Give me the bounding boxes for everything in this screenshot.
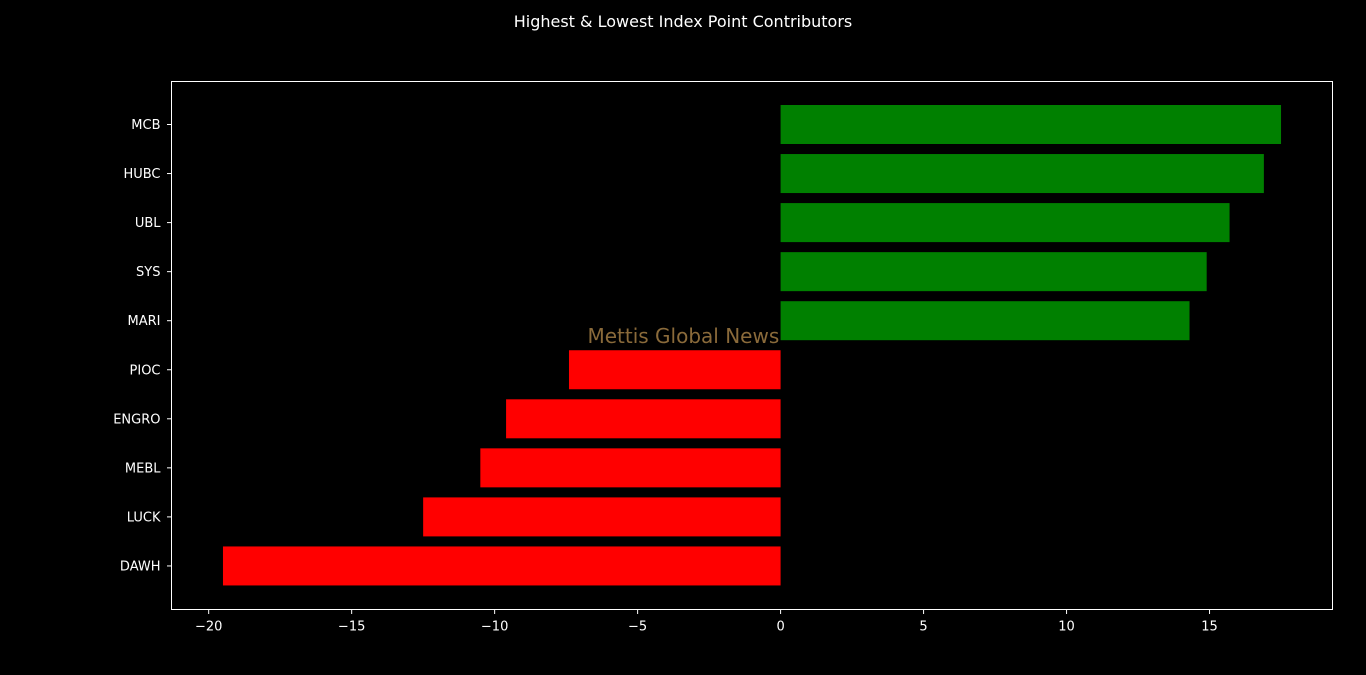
bar-engro bbox=[506, 399, 781, 439]
y-axis: MCB HUBC UBL SYS MARI PIOC ENGRO MEBL LUCK DAWH bbox=[113, 118, 172, 574]
bar-mebl bbox=[480, 448, 781, 488]
y-tick-label-sys: SYS bbox=[136, 265, 160, 280]
x-tick-label: 0 bbox=[776, 620, 784, 635]
x-axis: −20 −15 −10 −5 0 5 10 15 bbox=[195, 609, 1218, 635]
bar-mari bbox=[780, 301, 1190, 341]
y-tick-label-ubl: UBL bbox=[135, 216, 161, 231]
x-tick-label: 15 bbox=[1201, 620, 1218, 635]
bar-sys bbox=[780, 252, 1207, 292]
bar-ubl bbox=[780, 203, 1230, 243]
watermark-layer: Mettis Global News bbox=[587, 324, 779, 348]
x-tick-label: 10 bbox=[1058, 620, 1075, 635]
y-tick-label-luck: LUCK bbox=[127, 510, 161, 525]
x-tick-label: −15 bbox=[338, 620, 365, 635]
y-tick-label-dawh: DAWH bbox=[120, 559, 161, 574]
bar-hubc bbox=[780, 154, 1264, 194]
y-tick-label-pioc: PIOC bbox=[130, 363, 161, 378]
bar-pioc bbox=[568, 350, 781, 390]
plot-frame bbox=[171, 81, 1333, 610]
y-tick-label-mebl: MEBL bbox=[125, 461, 161, 476]
y-tick-label-mari: MARI bbox=[128, 314, 161, 329]
bar-mcb bbox=[780, 105, 1282, 144]
chart-title: Highest & Lowest Index Point Contributor… bbox=[514, 12, 853, 31]
watermark-annotation: Mettis Global News bbox=[587, 324, 779, 348]
y-tick-label-hubc: HUBC bbox=[123, 167, 160, 182]
x-tick-label: −5 bbox=[628, 620, 647, 635]
bar-luck bbox=[423, 497, 781, 537]
x-tick-label: −20 bbox=[195, 620, 222, 635]
x-tick-label: 5 bbox=[919, 620, 927, 635]
bars-layer bbox=[222, 105, 1282, 586]
bar-dawh bbox=[222, 546, 781, 586]
x-tick-label: −10 bbox=[481, 620, 508, 635]
y-tick-label-engro: ENGRO bbox=[113, 412, 160, 427]
y-tick-label-mcb: MCB bbox=[131, 118, 160, 133]
